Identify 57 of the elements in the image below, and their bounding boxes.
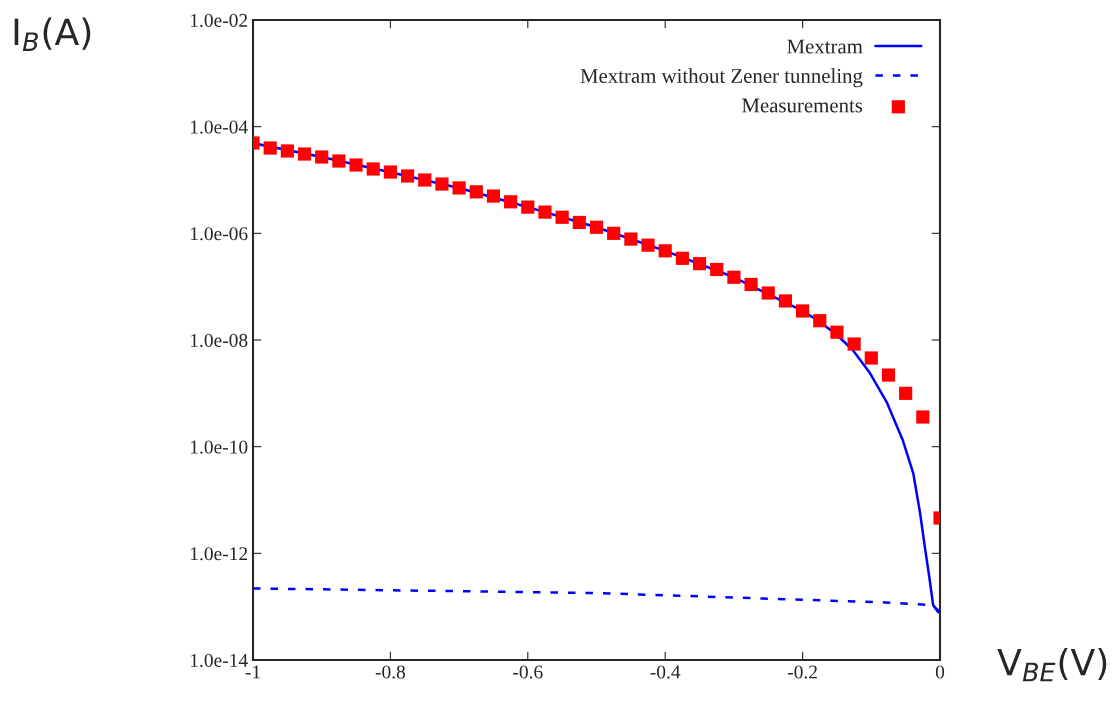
x-tick-label: -0.8 (375, 665, 406, 679)
point (452, 181, 466, 195)
point (332, 154, 346, 168)
point (744, 277, 758, 292)
y-tick-label: 1.0e-14 (190, 653, 248, 668)
point (830, 325, 844, 339)
point (641, 238, 655, 252)
point (572, 215, 586, 230)
y-tick-label: 1.0e-06 (190, 227, 248, 241)
point (692, 257, 707, 271)
point (383, 165, 397, 179)
x-tick-label: -1 (245, 665, 260, 679)
point (469, 185, 483, 199)
y-tick-label: 1.0e-04 (190, 120, 248, 134)
point (727, 270, 741, 284)
point (418, 173, 432, 187)
point (658, 244, 672, 258)
point (761, 286, 775, 300)
y-axis-title: I$_{B}$(A) (14, 17, 91, 51)
x-axis-title: V$_{BE}$(V) (997, 647, 1107, 682)
point (778, 294, 793, 308)
point (349, 158, 363, 172)
point (400, 169, 415, 183)
point (297, 147, 312, 161)
legend-label: Measurements (742, 98, 863, 113)
y-tick-label: 1.0e-12 (190, 547, 248, 561)
x-tick-label: -0.6 (513, 665, 543, 679)
point (589, 220, 604, 234)
point (847, 337, 861, 351)
point (916, 410, 930, 424)
point (864, 351, 878, 365)
point (486, 189, 501, 203)
point (813, 314, 827, 328)
y-tick-label: 1.0e-02 (190, 13, 248, 28)
point (624, 232, 638, 246)
point (796, 304, 810, 318)
point (881, 368, 896, 382)
point (315, 150, 329, 164)
y-tick-label: 1.0e-08 (190, 333, 248, 348)
point (675, 251, 689, 265)
point (280, 144, 294, 158)
x-tick-label: -0.4 (650, 665, 681, 679)
point (504, 195, 518, 209)
point (555, 210, 569, 224)
legend-label: Mextram (787, 39, 863, 54)
point (607, 226, 621, 240)
point (538, 205, 552, 219)
point (899, 386, 913, 400)
x-tick-label: 0 (935, 665, 945, 679)
point (710, 262, 724, 277)
point (435, 177, 449, 191)
y-tick-label: 1.0e-10 (190, 440, 248, 454)
x-tick-label: -0.2 (787, 665, 817, 679)
point (263, 141, 277, 155)
point (521, 200, 535, 214)
legend-label: Mextram without Zener tunneling (580, 68, 863, 88)
point (366, 162, 380, 176)
